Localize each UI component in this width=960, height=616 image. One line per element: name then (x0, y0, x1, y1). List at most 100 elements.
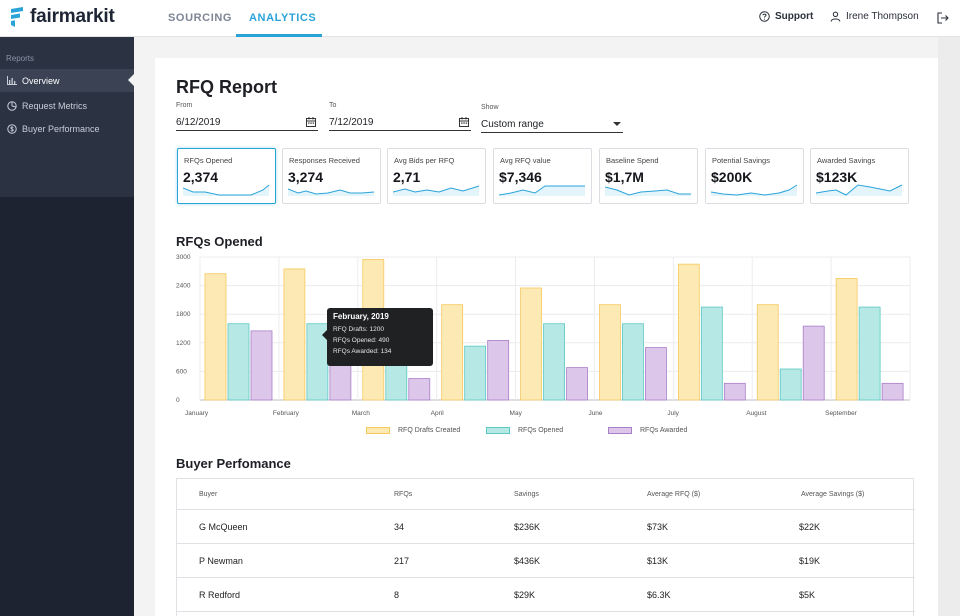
show-range-select[interactable]: Custom range (481, 116, 623, 133)
logout-button[interactable] (937, 11, 949, 29)
kpi-label: Potential Savings (712, 156, 770, 165)
table-row[interactable]: R Redford 8 $29K $6.3K $5K (177, 578, 915, 612)
sidebar-lower-panel (0, 197, 134, 616)
legend-item-awarded[interactable]: RFQs Awarded (608, 427, 687, 434)
user-name: Irene Thompson (846, 11, 919, 22)
to-label: To (329, 102, 337, 109)
user-icon (830, 11, 841, 22)
buyer-name: G McQueen (199, 522, 248, 532)
buyer-name: P Newman (199, 556, 243, 566)
kpi-sparkline (605, 186, 691, 196)
buyer-name: R Redford (199, 590, 241, 600)
x-tick-label: January (185, 410, 209, 417)
x-tick-label: June (588, 410, 602, 417)
legend-item-opened[interactable]: RFQs Opened (486, 427, 563, 434)
bar-rfqs-awarded (802, 325, 825, 401)
bar-rfqs-awarded (881, 382, 904, 401)
user-menu[interactable]: Irene Thompson (830, 11, 919, 22)
from-date-field[interactable]: 6/12/2019 (176, 114, 318, 131)
bar-chart-icon (7, 76, 17, 85)
rfqs-count: 217 (394, 556, 410, 566)
y-tick-label: 0 (176, 397, 180, 404)
top-navigation-bar: fairmarkit SOURCING ANALYTICS Support Ir… (0, 0, 960, 37)
fairmarkit-logo-icon (11, 7, 23, 27)
kpi-label: RFQs Opened (184, 156, 233, 165)
bar-rfq-drafts-created (520, 287, 542, 401)
tooltip-arrow (322, 330, 327, 340)
logo-text: fairmarkit (30, 6, 115, 27)
sidebar-item-label: Request Metrics (22, 100, 88, 111)
sidebar-item-buyer-performance[interactable]: Buyer Performance (0, 117, 134, 140)
bar-rfq-drafts-created (204, 273, 227, 401)
tooltip-line: RFQ Drafts: 1200 (333, 326, 384, 333)
rfqs-count: 8 (394, 590, 400, 600)
x-tick-label: May (510, 410, 523, 417)
x-tick-label: September (825, 410, 858, 417)
bar-rfqs-opened (622, 323, 644, 401)
kpi-value: 2,374 (183, 169, 219, 185)
kpi-card-responses-received[interactable]: Responses Received 3,274 (282, 148, 381, 204)
bar-rfq-drafts-created (677, 263, 700, 401)
kpi-card-avg-rfq-value[interactable]: Avg RFQ value $7,346 (493, 148, 592, 204)
average-rfq: $73K (647, 522, 669, 532)
column-header[interactable]: Average RFQ ($) (647, 491, 701, 498)
sidebar-item-overview[interactable]: Overview (0, 69, 134, 92)
kpi-label: Avg RFQ value (500, 156, 551, 165)
fairmarkit-logo[interactable]: fairmarkit (10, 6, 115, 28)
table-row[interactable]: G McQueen 34 $236K $73K $22K (177, 510, 915, 544)
page-title: RFQ Report (176, 77, 277, 97)
report-card: RFQ Report From 6/12/2019 To 7/12/2019 S… (155, 58, 938, 616)
rfqs-count: 34 (394, 522, 405, 532)
kpi-card-awarded-savings[interactable]: Awarded Savings $123K (810, 148, 909, 204)
kpi-sparkline (288, 188, 375, 196)
kpi-value: $7,346 (499, 169, 542, 185)
active-item-notch (128, 74, 134, 86)
kpi-value: $200K (711, 169, 753, 185)
sidebar-item-request-metrics[interactable]: Request Metrics (0, 94, 134, 117)
kpi-value: $1,7M (605, 169, 644, 185)
kpi-card-rfqs-opened[interactable]: RFQs Opened 2,374 (177, 148, 276, 204)
column-header[interactable]: Average Savings ($) (801, 491, 865, 498)
chart-title: RFQs Opened (176, 234, 263, 249)
tab-sourcing[interactable]: SOURCING (168, 12, 233, 24)
y-tick-label: 1800 (176, 311, 191, 318)
bar-rfqs-awarded (250, 330, 273, 401)
kpi-card-potential-savings[interactable]: Potential Savings $200K (705, 148, 804, 204)
x-tick-label: August (746, 410, 766, 417)
average-rfq: $6.3K (647, 590, 671, 600)
kpi-sparkline (711, 184, 798, 196)
tooltip-line: RFQs Awarded: 134 (333, 348, 392, 355)
sidebar: Reports Overview Request Metrics Buyer P… (0, 37, 134, 616)
bar-rfqs-opened (464, 345, 487, 401)
x-tick-label: July (667, 410, 679, 417)
kpi-card-baseline-spend[interactable]: Baseline Spend $1,7M (599, 148, 698, 204)
bar-rfq-drafts-created (283, 268, 306, 401)
bar-rfqs-opened (858, 306, 881, 401)
support-link[interactable]: Support (759, 11, 813, 22)
kpi-card-avg-bids[interactable]: Avg Bids per RFQ 2,71 (387, 148, 486, 204)
to-date-field[interactable]: 7/12/2019 (329, 114, 471, 131)
scrollbar-track[interactable] (938, 37, 960, 616)
column-header[interactable]: Savings (514, 491, 539, 498)
kpi-label: Awarded Savings (817, 156, 876, 165)
kpi-value: 3,274 (288, 169, 324, 185)
bar-rfqs-awarded (723, 382, 746, 401)
calendar-icon (306, 117, 316, 127)
average-rfq: $13K (647, 556, 669, 566)
column-header[interactable]: RFQs (394, 491, 413, 498)
sidebar-heading: Reports (6, 54, 35, 63)
table-row[interactable]: P Newman 217 $436K $13K $19K (177, 544, 915, 578)
bar-rfqs-awarded (645, 347, 667, 401)
savings: $29K (514, 590, 536, 600)
legend-item-drafts[interactable]: RFQ Drafts Created (366, 427, 460, 434)
kpi-sparkline (183, 184, 270, 196)
average-savings: $5K (799, 590, 816, 600)
legend-label: RFQs Opened (518, 427, 564, 434)
from-date-value: 6/12/2019 (176, 116, 221, 128)
help-circle-icon (759, 11, 770, 22)
pie-chart-icon (7, 100, 17, 111)
column-header[interactable]: Buyer (199, 491, 218, 498)
tab-analytics[interactable]: ANALYTICS (249, 12, 317, 24)
y-tick-label: 2400 (176, 283, 191, 290)
y-tick-label: 600 (176, 368, 187, 375)
